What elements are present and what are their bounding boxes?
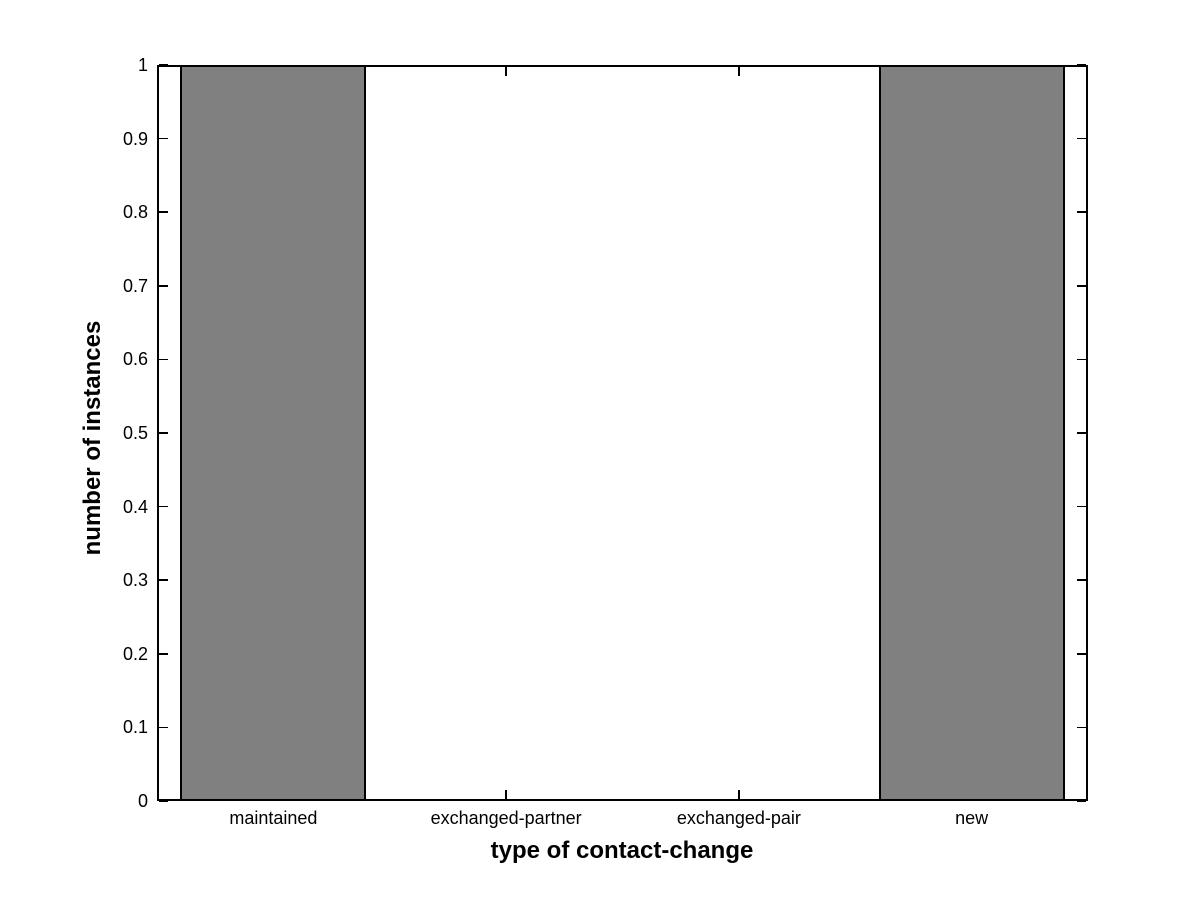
y-tick-right bbox=[1077, 432, 1086, 434]
y-tick-label: 0.2 bbox=[122, 643, 148, 664]
x-tick-label-new: new bbox=[955, 808, 989, 828]
x-tick-bottom bbox=[738, 790, 740, 799]
y-tick-right bbox=[1077, 137, 1086, 140]
x-tick-top bbox=[505, 67, 507, 76]
y-tick-left bbox=[159, 358, 168, 361]
x-tick-bottom bbox=[505, 790, 507, 799]
y-tick-left bbox=[159, 137, 168, 140]
x-axis-label: type of contact-change bbox=[490, 837, 754, 864]
y-tick-right bbox=[1077, 505, 1086, 508]
x-tick-top bbox=[738, 67, 740, 76]
y-tick-label: 0.5 bbox=[122, 423, 148, 443]
y-tick-right bbox=[1077, 285, 1086, 287]
y-tick-label: 0.9 bbox=[122, 128, 148, 149]
y-tick-left bbox=[159, 432, 168, 434]
y-tick-left bbox=[159, 653, 168, 655]
y-tick-left bbox=[159, 579, 168, 581]
y-tick-right bbox=[1077, 579, 1086, 581]
x-tick-label-exchanged-partner: exchanged-partner bbox=[430, 808, 582, 828]
y-tick-right bbox=[1077, 653, 1086, 655]
y-tick-label: 0.7 bbox=[122, 275, 148, 296]
y-tick-left bbox=[159, 726, 168, 729]
x-tick-label-maintained: maintained bbox=[229, 808, 318, 828]
y-tick-left bbox=[159, 211, 168, 213]
y-tick-label: 0.4 bbox=[122, 496, 148, 517]
y-tick-label: 0 bbox=[137, 791, 148, 811]
y-tick-right bbox=[1077, 64, 1086, 66]
y-tick-label: 0.1 bbox=[122, 717, 148, 738]
bar-new bbox=[878, 65, 1065, 801]
plot-area bbox=[157, 65, 1088, 801]
y-tick-label: 1 bbox=[137, 55, 148, 75]
y-tick-right bbox=[1077, 800, 1086, 802]
y-tick-right bbox=[1077, 358, 1086, 361]
y-tick-right bbox=[1077, 211, 1086, 213]
y-tick-label: 0.6 bbox=[122, 349, 148, 370]
y-tick-label: 0.8 bbox=[122, 202, 148, 223]
y-tick-left bbox=[159, 800, 168, 802]
y-tick-left bbox=[159, 64, 168, 66]
y-tick-label: 0.3 bbox=[122, 570, 148, 591]
x-tick-label-exchanged-pair: exchanged-pair bbox=[676, 808, 801, 828]
y-tick-left bbox=[159, 285, 168, 287]
y-tick-left bbox=[159, 505, 168, 508]
y-tick-right bbox=[1077, 726, 1086, 729]
bar-maintained bbox=[180, 65, 367, 801]
